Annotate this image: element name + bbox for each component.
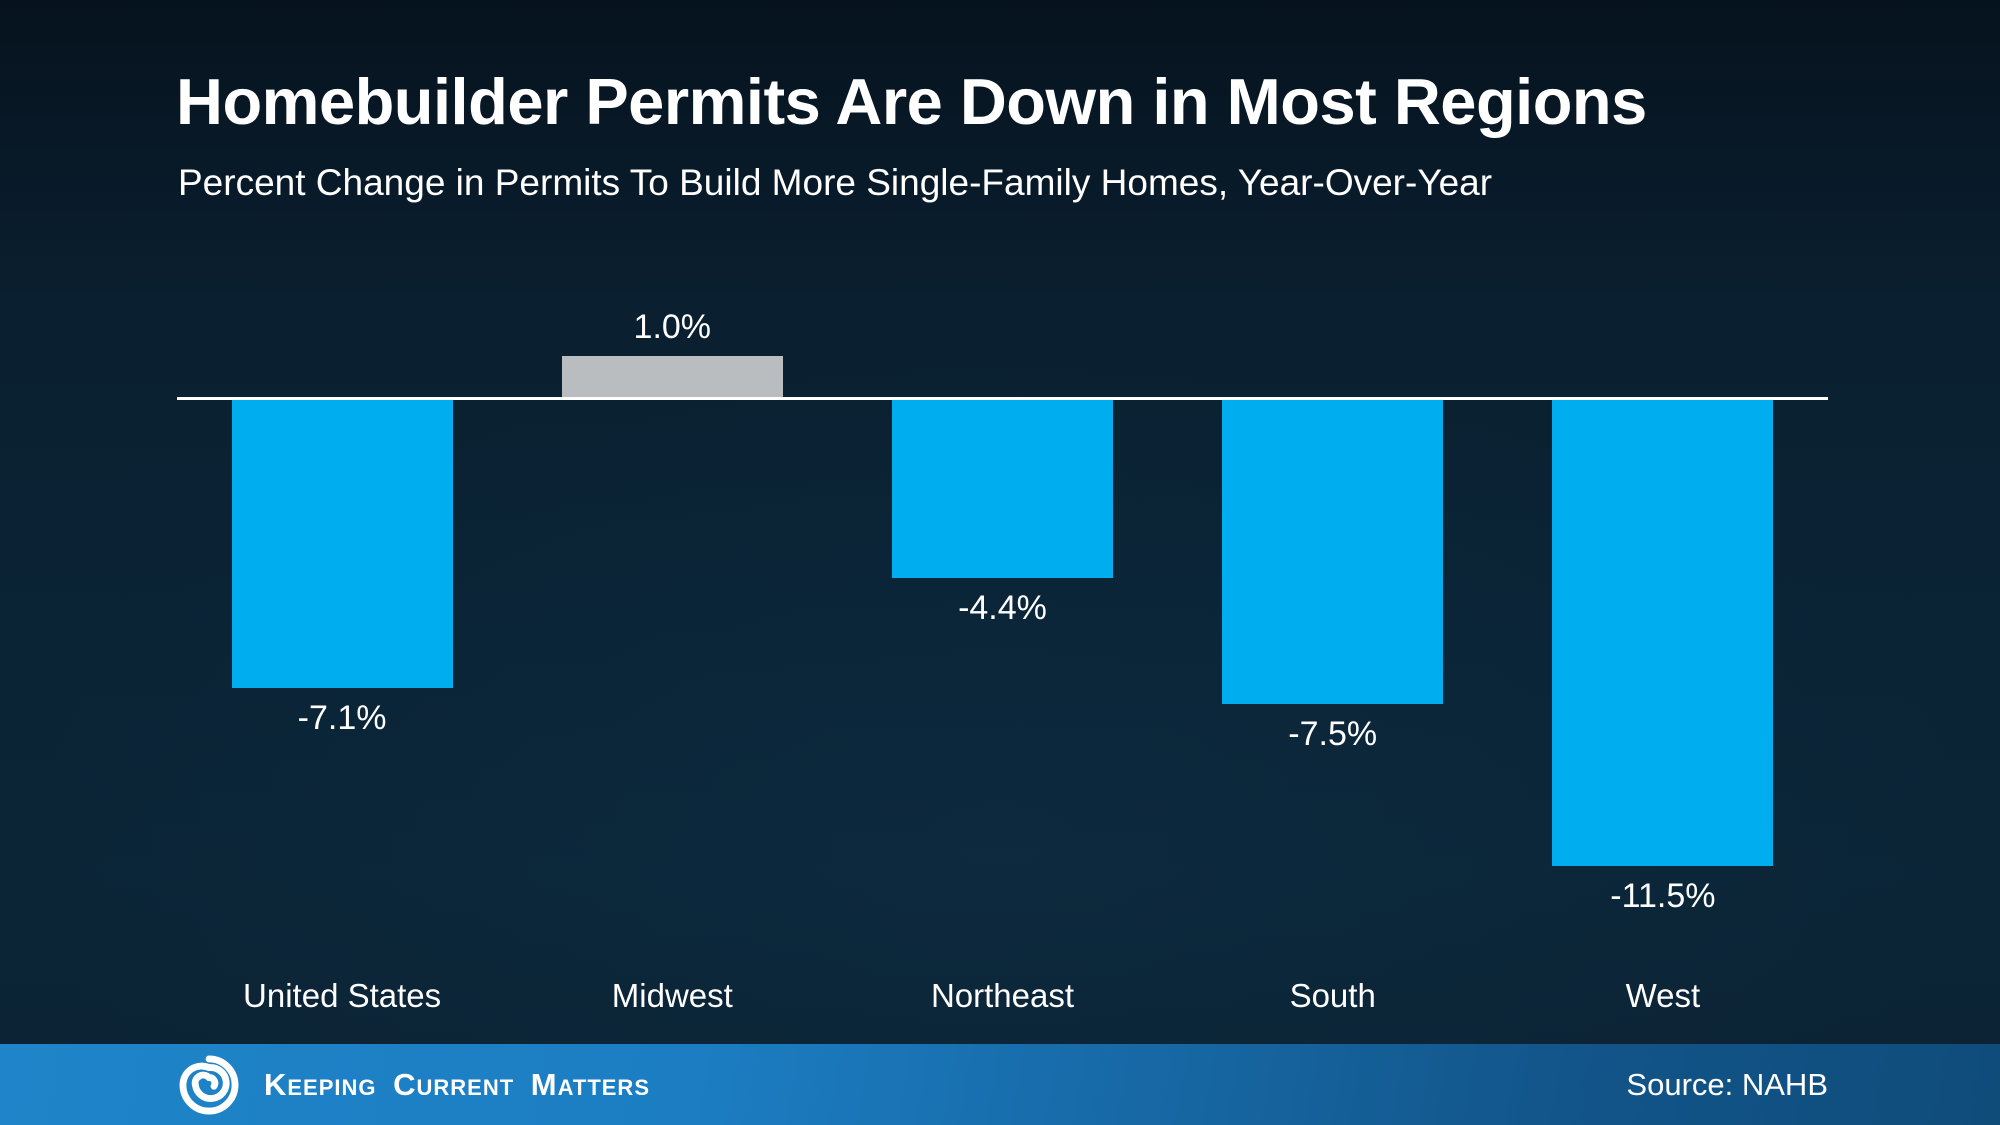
brand: Keeping Current Matters <box>178 1054 650 1116</box>
bar-value-label-south: -7.5% <box>1288 715 1378 753</box>
kcm-swirl-logo-icon <box>179 1055 239 1114</box>
bar-united-states <box>231 400 453 688</box>
bar-west <box>1552 400 1774 866</box>
x-axis-label-west: West <box>1625 977 1701 1014</box>
bar-midwest <box>561 356 783 397</box>
bar-value-label-united-states: -7.1% <box>297 699 387 737</box>
bar-south <box>1222 400 1444 704</box>
bar-northeast <box>892 400 1113 578</box>
bar-value-label-midwest: 1.0% <box>633 308 712 346</box>
page-title: Homebuilder Permits Are Down in Most Reg… <box>176 65 1647 138</box>
bar-chart: -7.1% United States 1.0% Midwest -4.4% Northe… <box>177 200 1828 1044</box>
brand-name: Keeping Current Matters <box>264 1066 650 1102</box>
header: Homebuilder Permits Are Down in Most Reg… <box>176 68 1647 204</box>
page-subtitle: Percent Change in Permits To Build More … <box>178 162 1493 203</box>
zero-axis-line <box>177 397 1828 400</box>
x-axis-label-united-states: United States <box>243 977 442 1014</box>
bar-value-label-northeast: -4.4% <box>958 589 1047 627</box>
x-axis-label-northeast: Northeast <box>930 977 1075 1014</box>
x-axis-label-south: South <box>1289 977 1376 1014</box>
footer-bar: Keeping Current Matters Source: NAHB <box>0 1044 2000 1125</box>
x-axis-label-midwest: Midwest <box>611 977 733 1014</box>
bar-value-label-west: -11.5% <box>1610 877 1716 915</box>
source-label: Source: NAHB <box>1626 1066 1828 1102</box>
